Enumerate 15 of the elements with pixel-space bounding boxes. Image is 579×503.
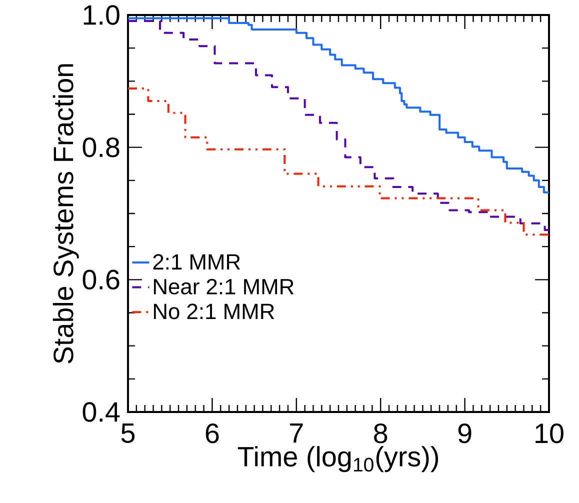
- y-tick-label: 0.8: [82, 137, 120, 158]
- y-axis-title: Stable Systems Fraction: [52, 64, 79, 364]
- y-tick-label: 0.6: [82, 270, 120, 290]
- legend-label: Near 2:1 MMR: [154, 278, 294, 294]
- x-tick-label: 9: [458, 424, 472, 444]
- x-tick-label: 6: [206, 424, 219, 444]
- y-tick-label: 0.4: [82, 402, 120, 422]
- x-tick-label: 8: [374, 424, 388, 444]
- x-axis-title: Time (log$_{10}$(yrs)): [238, 446, 438, 472]
- legend-label: 2:1 MMR: [153, 254, 240, 270]
- x-tick-label: 10: [536, 424, 564, 444]
- x-tick-label: 5: [121, 423, 135, 443]
- legend-label: No 2:1 MMR: [154, 304, 274, 320]
- x-tick-label: 7: [290, 423, 303, 443]
- y-tick-label: 1.0: [84, 5, 120, 25]
